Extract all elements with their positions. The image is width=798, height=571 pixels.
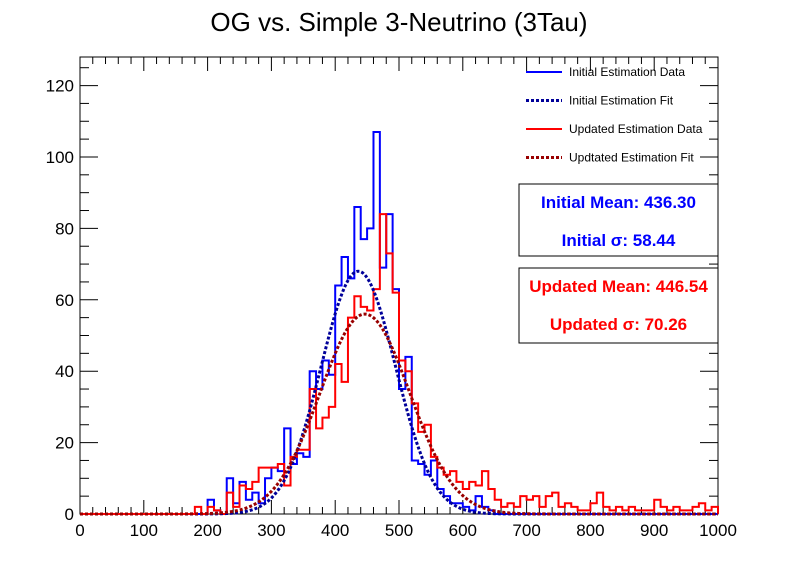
y-tick-label: 80 <box>55 219 74 238</box>
legend: Initial Estimation Data Initial Estimatio… <box>526 65 703 165</box>
x-tick-label: 600 <box>449 521 477 540</box>
stat-boxes: Initial Mean: 436.30 Initial σ: 58.44 Upda… <box>518 183 719 344</box>
x-tick-label: 900 <box>640 521 668 540</box>
chart-title: OG vs. Simple 3-Neutrino (3Tau) <box>210 7 587 37</box>
series-step-2 <box>80 213 719 515</box>
y-tick-label: 20 <box>55 434 74 453</box>
series-layer <box>80 130 719 516</box>
y-tick-label: 0 <box>65 505 74 524</box>
x-tick-label: 100 <box>130 521 158 540</box>
legend-label-0: Initial Estimation Data <box>569 65 685 79</box>
stat-box-1 <box>518 267 719 344</box>
x-tick-label: 300 <box>257 521 285 540</box>
y-tick-label: 60 <box>55 291 74 310</box>
series-fit-3 <box>80 312 718 516</box>
legend-label-1: Initial Estimation Fit <box>569 94 674 108</box>
x-tick-label: 1000 <box>699 521 737 540</box>
legend-label-2: Updated Estimation Data <box>569 122 703 136</box>
x-tick-label: 0 <box>75 521 84 540</box>
x-tick-label: 700 <box>512 521 540 540</box>
legend-label-3: Updtated Estimation Fit <box>569 151 694 165</box>
x-tick-label: 400 <box>321 521 349 540</box>
stat-line1-1: Updated Mean: 446.54 <box>529 277 708 296</box>
y-tick-label: 40 <box>55 362 74 381</box>
x-tick-label: 200 <box>193 521 221 540</box>
stat-line1-0: Initial Mean: 436.30 <box>541 193 696 212</box>
axis-ticks: 0 100 200 300 400 500 600 700 800 900 1000 0 20 40 60 8… <box>46 57 737 540</box>
stat-box-0 <box>518 183 719 257</box>
y-tick-label: 100 <box>46 148 74 167</box>
stat-line2-0: Initial σ: 58.44 <box>562 231 676 250</box>
stat-line2-1: Updated σ: 70.26 <box>550 315 687 334</box>
x-tick-label: 800 <box>576 521 604 540</box>
y-tick-label: 120 <box>46 77 74 96</box>
x-tick-label: 500 <box>385 521 413 540</box>
